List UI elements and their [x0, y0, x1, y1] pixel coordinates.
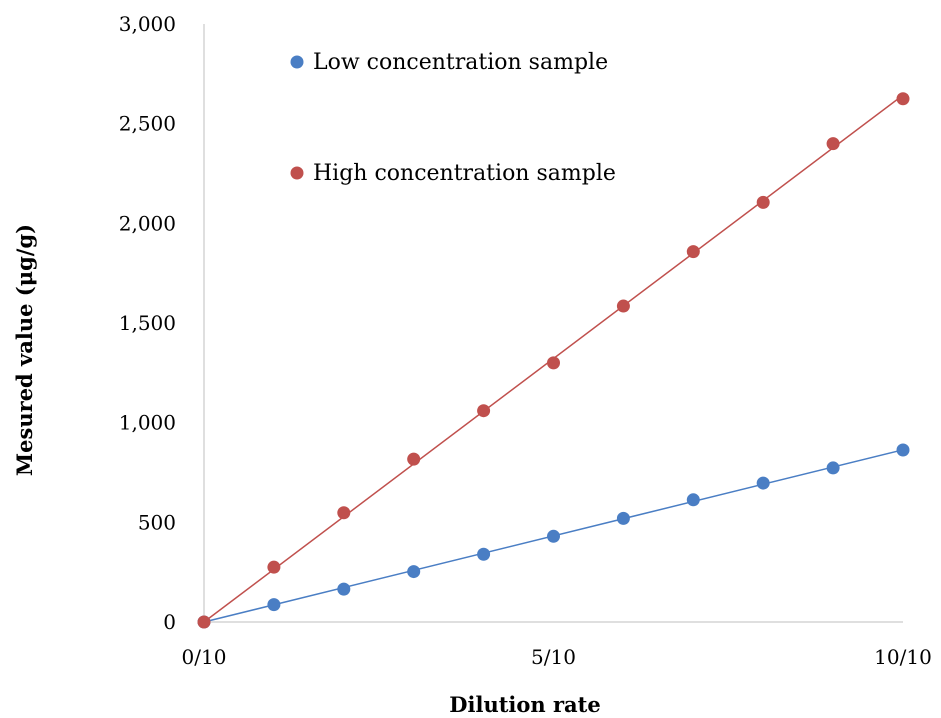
- data-point-series-2: [337, 506, 351, 520]
- x-tick-label: 5/10: [531, 645, 576, 669]
- y-axis-title: Mesured value (μg/g): [12, 224, 37, 476]
- x-tick-label: 10/10: [874, 645, 932, 669]
- data-point-series-1: [547, 529, 560, 543]
- data-point-series-1: [477, 547, 491, 561]
- data-point-series-1: [337, 582, 351, 596]
- data-point-series-2: [896, 92, 910, 106]
- legend-label-series-1: Low concentration sample: [313, 50, 608, 75]
- y-tick-label: 0: [163, 610, 176, 634]
- data-point-series-2: [267, 560, 281, 574]
- data-point-series-2: [407, 452, 421, 466]
- data-point-series-2: [686, 245, 700, 259]
- data-point-series-2: [197, 615, 211, 629]
- x-axis-title: Dilution rate: [449, 692, 600, 717]
- y-tick-label: 1,000: [119, 411, 176, 435]
- data-point-series-1: [826, 461, 840, 475]
- y-tick-label: 1,500: [119, 311, 176, 335]
- y-tick-label: 500: [138, 510, 176, 534]
- x-tick-labels: 0/10 5/10 10/10: [182, 645, 932, 669]
- y-tick-label: 2,000: [119, 211, 176, 235]
- data-point-series-1: [756, 476, 770, 490]
- data-point-series-1: [896, 443, 910, 457]
- data-point-series-2: [616, 299, 630, 313]
- y-tick-label: 2,500: [119, 112, 176, 136]
- legend-label-series-2: High concentration sample: [313, 161, 616, 186]
- axes: [203, 24, 903, 623]
- data-point-series-2: [826, 137, 840, 151]
- data-point-series-2: [756, 195, 770, 209]
- data-point-series-2: [547, 356, 560, 370]
- y-tick-label: 3,000: [119, 12, 176, 36]
- data-point-series-1: [616, 511, 630, 525]
- data-point-series-2: [477, 404, 491, 418]
- data-points: [197, 92, 910, 629]
- y-tick-labels: 0 500 1,000 1,500 2,000 2,500 3,000: [119, 12, 176, 634]
- data-point-series-1: [407, 565, 421, 579]
- data-point-series-1: [686, 493, 700, 507]
- legend-marker-series-1: [290, 55, 304, 69]
- x-tick-label: 0/10: [182, 645, 227, 669]
- data-point-series-1: [267, 598, 281, 612]
- legend-marker-series-2: [290, 166, 304, 180]
- legend: Low concentration sample High concentrati…: [290, 50, 616, 186]
